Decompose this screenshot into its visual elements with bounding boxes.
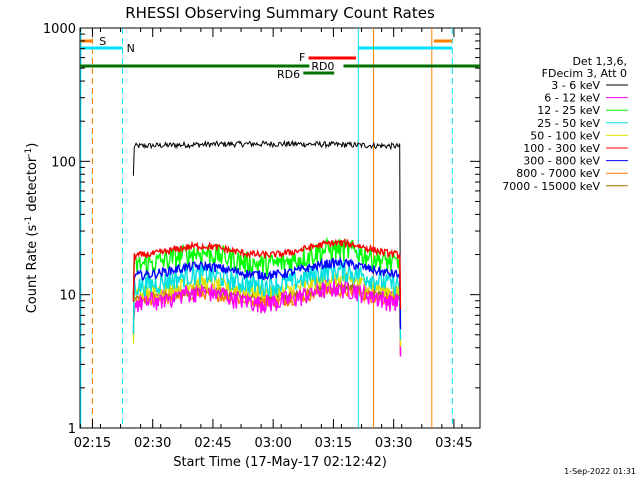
legend-entry-5: 100 - 300 keV bbox=[523, 142, 600, 155]
x-tick-label: 03:00 bbox=[254, 436, 291, 451]
y-tick-label: 10 bbox=[59, 289, 76, 304]
series-line-4 bbox=[132, 271, 402, 347]
y-tick-label: 1 bbox=[68, 422, 76, 437]
observing-periods bbox=[80, 28, 453, 428]
y-tick-label: 1000 bbox=[43, 22, 76, 37]
y-tick-label: 100 bbox=[51, 155, 76, 170]
y-axis-label-mid: detector bbox=[25, 156, 40, 216]
footer-date: 1-Sep-2022 01:31 bbox=[564, 467, 636, 476]
series-line-6 bbox=[132, 256, 402, 330]
y-axis: 1 10 100 1000 bbox=[43, 22, 480, 437]
saa-label: S bbox=[99, 35, 106, 48]
series-line-1 bbox=[132, 277, 402, 357]
legend-header-line-2: FDecim 3, Att 0 bbox=[542, 67, 627, 80]
flare-label: F bbox=[299, 51, 305, 64]
x-tick-label: 03:45 bbox=[435, 436, 472, 451]
x-tick-label: 03:30 bbox=[375, 436, 412, 451]
chart-title: RHESSI Observing Summary Count Rates bbox=[125, 4, 435, 22]
legend-entry-1: 6 - 12 keV bbox=[544, 92, 600, 105]
legend-entry-0: 3 - 6 keV bbox=[551, 79, 600, 92]
x-axis-label: Start Time (17-May-17 02:12:42) bbox=[173, 455, 387, 470]
x-axis: 02:15 02:30 02:45 03:00 03:15 03:30 03:45 bbox=[74, 28, 473, 451]
legend-entry-8: 7000 - 15000 keV bbox=[502, 180, 600, 193]
legend-entry-4: 50 - 100 keV bbox=[530, 129, 600, 142]
rd0-label: RD0 bbox=[311, 60, 334, 73]
legend-entry-6: 300 - 800 keV bbox=[523, 155, 600, 168]
y-axis-label-sup1: -1 bbox=[24, 216, 34, 225]
x-tick-label: 03:15 bbox=[315, 436, 352, 451]
series-line-5 bbox=[132, 238, 402, 310]
night-label: N bbox=[127, 42, 135, 55]
legend-entry-2: 12 - 25 keV bbox=[537, 104, 600, 117]
series-group bbox=[132, 139, 402, 357]
rd6-label: RD6 bbox=[277, 68, 300, 81]
y-axis-label-main: Count Rate (s bbox=[25, 225, 40, 314]
y-axis-label-end: ) bbox=[25, 143, 40, 148]
plot-frame bbox=[79, 27, 481, 429]
x-tick-label: 02:15 bbox=[74, 436, 111, 451]
series-line-2 bbox=[132, 236, 402, 319]
x-tick-label: 02:45 bbox=[194, 436, 231, 451]
y-axis-label-sup2: -1 bbox=[24, 148, 34, 157]
y-axis-label: Count Rate (s-1 detector-1) bbox=[24, 143, 40, 314]
legend-header-line-1: Det 1,3,6, bbox=[572, 55, 627, 68]
series-line-0 bbox=[132, 139, 401, 356]
legend-entry-7: 800 - 7000 keV bbox=[516, 167, 600, 180]
x-tick-label: 02:30 bbox=[134, 436, 171, 451]
legend-entry-3: 25 - 50 keV bbox=[537, 117, 600, 130]
